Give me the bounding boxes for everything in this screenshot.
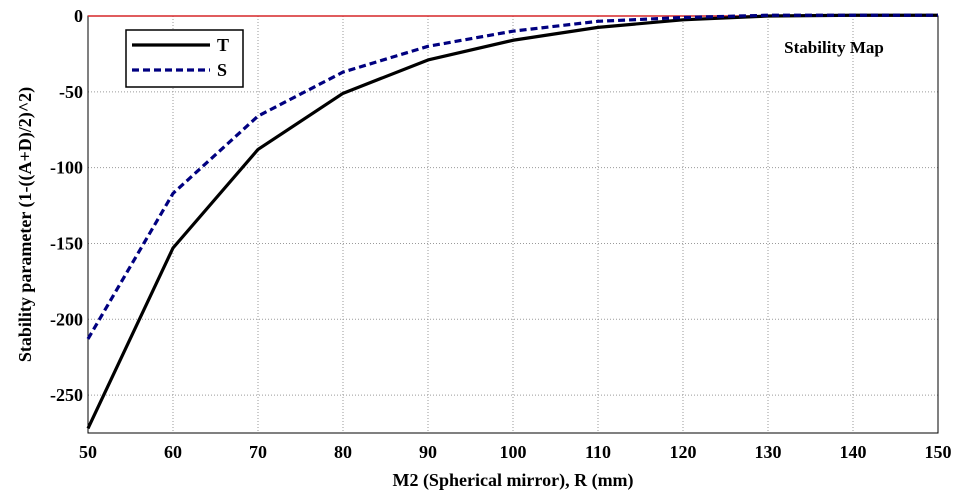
tick-labels: 50 60 70 80 90 100 110 120 130 140 150 0 -50 -100 -150… — [50, 6, 952, 462]
legend-box — [125, 29, 244, 88]
x-tick-label: 90 — [419, 442, 437, 462]
legend-label-t: T — [217, 35, 229, 55]
legend: T S — [125, 29, 244, 88]
x-tick-label: 130 — [755, 442, 782, 462]
chart-annotation: Stability Map — [784, 38, 884, 57]
y-tick-label: 0 — [74, 6, 83, 26]
y-tick-label: -150 — [50, 233, 83, 253]
x-tick-label: 120 — [670, 442, 697, 462]
series-line-s — [86, 13, 938, 340]
x-tick-label: 60 — [164, 442, 182, 462]
x-tick-label: 100 — [500, 442, 527, 462]
y-axis-title: Stability parameter (1-((A+D)/2)^2) — [15, 87, 36, 362]
x-tick-label: 70 — [249, 442, 267, 462]
legend-label-s: S — [217, 60, 227, 80]
y-tick-label: -100 — [50, 158, 83, 178]
x-tick-label: 80 — [334, 442, 352, 462]
x-tick-label: 50 — [79, 442, 97, 462]
y-tick-label: -50 — [59, 82, 83, 102]
y-tick-label: -250 — [50, 385, 83, 405]
series-group — [86, 13, 938, 430]
x-tick-label: 110 — [585, 442, 611, 462]
y-tick-label: -200 — [50, 309, 83, 329]
x-tick-label: 140 — [840, 442, 867, 462]
x-axis-title: M2 (Spherical mirror), R (mm) — [392, 470, 633, 491]
x-tick-label: 150 — [925, 442, 952, 462]
